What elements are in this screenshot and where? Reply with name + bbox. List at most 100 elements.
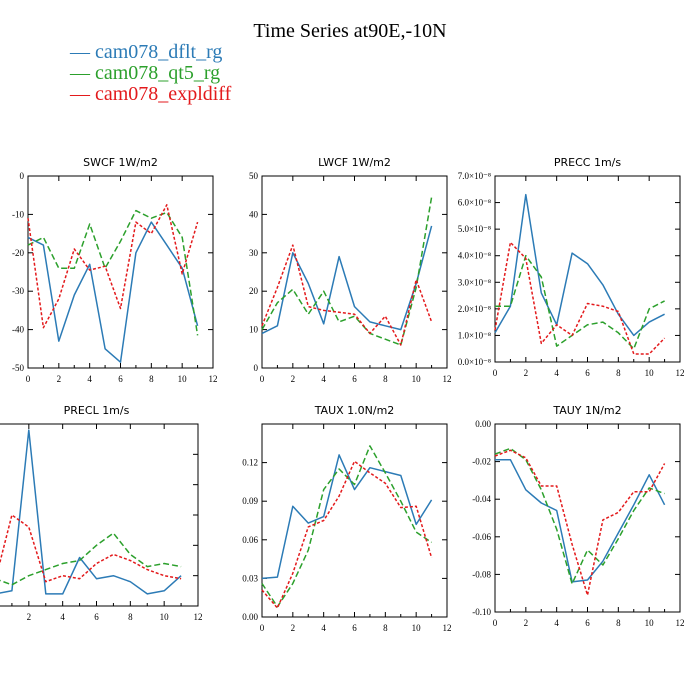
x-tick-label-2-2: 4: [554, 368, 559, 378]
series-line-0-2: [27, 204, 199, 329]
series-line-2-1: [495, 254, 665, 350]
chart-title-3: PRECL 1m/s: [64, 404, 130, 417]
y-tick-label-2-2: 2.0×10⁻⁸: [458, 304, 491, 314]
chart-panel-2: PRECC 1m/s 0 2 4 6 8 10 12 0.0×10⁻⁸ 1.0×10⁻⁸ 2.0×1…: [458, 156, 685, 378]
x-tick-label-5-6: 12: [676, 618, 685, 628]
x-tick-label-5-3: 6: [585, 618, 590, 628]
x-tick-label-1-5: 10: [412, 374, 422, 384]
legend-swatch-0: —: [70, 41, 90, 63]
y-tick-label-1-5: 50: [249, 171, 259, 181]
x-tick-label-1-4: 8: [383, 374, 388, 384]
x-tick-label-3-3: 6: [94, 612, 99, 622]
x-tick-label-4-6: 12: [443, 623, 452, 633]
legend-label-0: cam078_dflt_rg: [95, 41, 223, 63]
x-tick-label-3-1: 2: [27, 612, 32, 622]
y-tick-label-1-3: 30: [249, 248, 259, 258]
x-tick-label-0-3: 6: [118, 374, 123, 384]
x-tick-label-3-6: 12: [194, 612, 203, 622]
x-tick-label-1-6: 12: [443, 374, 452, 384]
series-line-4-0: [261, 454, 433, 580]
x-tick-label-5-2: 4: [554, 618, 559, 628]
x-tick-label-3-4: 8: [128, 612, 133, 622]
y-tick-label-4-3: 0.09: [242, 496, 258, 506]
series-line-3-1: [0, 532, 182, 586]
x-tick-label-5-0: 0: [493, 618, 498, 628]
series-line-4-1: [261, 445, 433, 608]
legend-label-1: cam078_qt5_rg: [95, 62, 221, 84]
y-tick-label-2-7: 7.0×10⁻⁸: [458, 171, 491, 181]
x-tick-label-4-5: 10: [412, 623, 422, 633]
x-tick-label-5-1: 2: [524, 618, 529, 628]
chart-panel-1: LWCF 1W/m2 0 2 4 6 8 10 12 0 10 20 30 40 50: [249, 156, 452, 384]
legend-entry-1: — cam078_qt5_rg: [70, 63, 231, 84]
x-tick-label-0-0: 0: [26, 374, 31, 384]
y-tick-label-5-1: -0.02: [472, 457, 491, 467]
x-tick-label-4-3: 6: [352, 623, 357, 633]
chart-title-1: LWCF 1W/m2: [318, 156, 391, 169]
x-tick-label-0-2: 4: [87, 374, 92, 384]
y-tick-label-5-5: -0.10: [472, 607, 491, 617]
chart-title-0: SWCF 1W/m2: [83, 156, 158, 169]
series-line-2-0: [494, 193, 665, 337]
x-tick-label-2-4: 8: [616, 368, 621, 378]
chart-title-5: TAUY 1N/m2: [552, 404, 621, 417]
y-tick-label-2-6: 6.0×10⁻⁸: [458, 198, 491, 208]
y-tick-label-1-4: 40: [249, 209, 259, 219]
y-tick-label-2-3: 3.0×10⁻⁸: [458, 277, 491, 287]
series-line-2-2: [494, 241, 666, 355]
legend-swatch-2: —: [70, 83, 90, 105]
y-tick-label-2-1: 1.0×10⁻⁸: [458, 330, 491, 340]
y-tick-label-0-2: -20: [12, 248, 24, 258]
x-tick-label-0-4: 8: [149, 374, 154, 384]
x-tick-label-2-6: 12: [676, 368, 685, 378]
chart-panel-3: PRECL 1m/s0246810120×10⁻⁸1×10⁻⁸2×10⁻⁸3×1…: [0, 404, 203, 622]
y-tick-label-1-2: 20: [249, 286, 259, 296]
y-tick-label-2-5: 5.0×10⁻⁸: [458, 224, 491, 234]
x-tick-label-2-3: 6: [585, 368, 590, 378]
x-tick-label-2-1: 2: [524, 368, 529, 378]
series-line-3-0: [0, 429, 182, 595]
x-tick-label-2-0: 0: [493, 368, 498, 378]
y-tick-label-4-1: 0.03: [242, 573, 258, 583]
x-tick-label-1-0: 0: [260, 374, 265, 384]
y-tick-label-0-5: -50: [12, 363, 24, 373]
series-line-1-2: [261, 244, 433, 346]
series-line-4-2: [261, 460, 433, 609]
legend: — cam078_dflt_rg — cam078_qt5_rg — cam07…: [70, 42, 231, 105]
x-tick-label-0-6: 12: [209, 374, 218, 384]
y-tick-label-5-2: -0.04: [472, 494, 491, 504]
plot-frame-0: [27, 175, 214, 369]
chart-panel-0: SWCF 1W/m2 0 2 4 6 8 10 12 0 -10 -20 -30 -40 -50: [12, 156, 218, 384]
y-tick-label-4-0: 0.00: [242, 612, 258, 622]
y-tick-label-5-4: -0.08: [472, 569, 491, 579]
y-tick-label-0-4: -40: [12, 325, 24, 335]
x-tick-label-2-5: 10: [645, 368, 655, 378]
series-line-1-0: [261, 225, 433, 335]
chart-title-4: TAUX 1.0N/m2: [314, 404, 395, 417]
legend-swatch-1: —: [70, 62, 90, 84]
y-tick-label-4-2: 0.06: [242, 535, 258, 545]
plot-frame-2: [494, 175, 681, 363]
x-tick-label-4-1: 2: [291, 623, 296, 633]
x-tick-label-3-2: 4: [60, 612, 65, 622]
legend-entry-2: — cam078_expldiff: [70, 84, 231, 105]
y-tick-label-0-0: 0: [20, 171, 25, 181]
page-title: Time Series at90E,-10N: [253, 20, 447, 42]
series-line-5-0: [495, 458, 666, 583]
y-tick-label-2-4: 4.0×10⁻⁸: [458, 251, 491, 261]
y-tick-label-5-0: 0.00: [475, 419, 491, 429]
series-line-3-2: [0, 514, 182, 583]
chart-title-2: PRECC 1m/s: [554, 156, 622, 169]
x-tick-label-0-5: 10: [178, 374, 188, 384]
x-tick-label-5-4: 8: [616, 618, 621, 628]
x-tick-label-3-5: 10: [160, 612, 170, 622]
series-line-0-1: [27, 209, 199, 336]
legend-entry-0: — cam078_dflt_rg: [70, 42, 231, 63]
y-tick-label-5-3: -0.06: [472, 532, 491, 542]
x-tick-label-4-0: 0: [260, 623, 265, 633]
x-tick-label-1-2: 4: [321, 374, 326, 384]
chart-panel-5: TAUY 1N/m2 0 2 4 6 8 10 12 0.00 -0.02 -0.04 -0.06 -0…: [472, 404, 684, 628]
series-line-1-1: [261, 196, 433, 346]
x-tick-label-5-5: 10: [645, 618, 655, 628]
